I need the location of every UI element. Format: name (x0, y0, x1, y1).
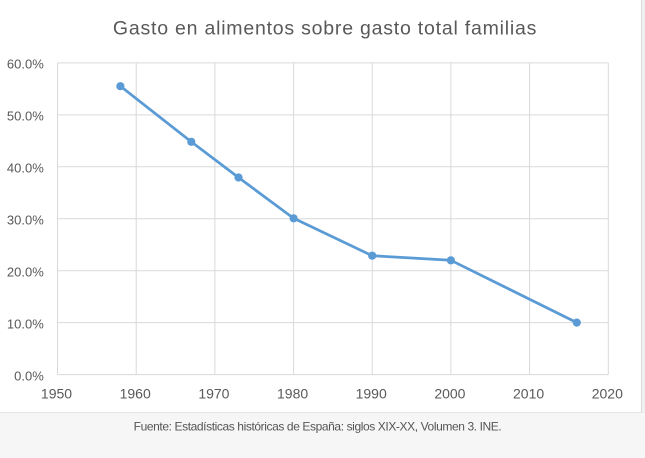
svg-text:1980: 1980 (277, 386, 308, 402)
svg-text:30.0%: 30.0% (7, 213, 44, 228)
svg-text:2020: 2020 (592, 386, 623, 402)
svg-text:1990: 1990 (356, 386, 387, 402)
svg-text:60.0%: 60.0% (7, 57, 44, 72)
svg-text:Fuente: Estadísticas histórica: Fuente: Estadísticas históricas de Españ… (134, 420, 502, 434)
svg-text:40.0%: 40.0% (7, 161, 44, 176)
svg-text:10.0%: 10.0% (7, 316, 44, 331)
svg-text:1960: 1960 (120, 386, 151, 402)
svg-text:0.0%: 0.0% (14, 368, 44, 383)
svg-text:2000: 2000 (434, 386, 465, 402)
svg-text:20.0%: 20.0% (7, 265, 44, 280)
svg-text:Gasto en alimentos sobre gasto: Gasto en alimentos sobre gasto total fam… (113, 18, 537, 40)
svg-text:1950: 1950 (41, 386, 72, 402)
svg-text:1970: 1970 (198, 386, 229, 402)
svg-text:2010: 2010 (513, 386, 544, 402)
svg-text:50.0%: 50.0% (7, 109, 44, 124)
